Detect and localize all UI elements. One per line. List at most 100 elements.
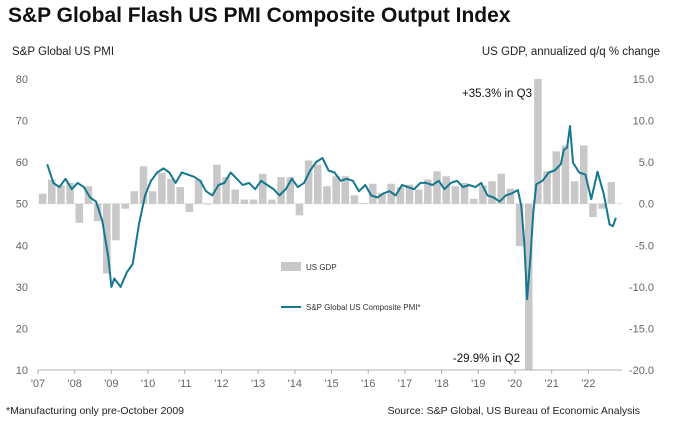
gdp-bar bbox=[93, 203, 102, 222]
right-axis-caption: US GDP, annualized q/q % change bbox=[481, 46, 660, 58]
gdp-bar bbox=[231, 189, 239, 204]
gdp-bar bbox=[341, 176, 350, 204]
left-axis-caption: S&P Global US PMI bbox=[12, 46, 115, 58]
right-tick-label: 15.0 bbox=[633, 74, 654, 86]
gdp-bar bbox=[47, 179, 56, 204]
gdp-bar bbox=[258, 173, 267, 204]
legend: US GDP S&P Global US Composite PMI* bbox=[281, 262, 421, 312]
footnote: *Manufacturing only pre-October 2009 bbox=[6, 405, 185, 417]
gdp-bar bbox=[497, 173, 505, 204]
x-tick-label: '10 bbox=[141, 378, 155, 390]
right-tick-label: 5.0 bbox=[639, 157, 654, 169]
left-tick-label: 70 bbox=[16, 116, 28, 128]
gdp-bar bbox=[304, 160, 313, 204]
x-tick-label: '13 bbox=[251, 378, 265, 390]
x-tick-label: '15 bbox=[324, 378, 338, 390]
gdp-bar bbox=[249, 199, 258, 204]
gdp-bar bbox=[148, 191, 157, 204]
gdp-bar bbox=[469, 198, 478, 204]
gdp-bar bbox=[167, 178, 175, 204]
gdp-bar bbox=[424, 179, 432, 204]
gdp-bar bbox=[286, 177, 295, 204]
gdp-bar bbox=[534, 79, 542, 204]
axis-layer: 10 20 30 40 50 60 70 80 -20.0 -15.0 -10.0 -5.0 0.0 5.… bbox=[16, 74, 654, 390]
gdp-bar bbox=[240, 199, 249, 204]
x-tick-label: '21 bbox=[545, 378, 559, 390]
gdp-bar bbox=[66, 182, 74, 204]
gdp-bar bbox=[378, 192, 386, 204]
gdp-bar bbox=[323, 186, 331, 204]
gdp-bar bbox=[405, 184, 414, 204]
gdp-bar bbox=[295, 203, 304, 216]
gdp-bar bbox=[158, 172, 166, 204]
gdp-bar bbox=[38, 193, 47, 204]
gdp-bar bbox=[607, 182, 616, 204]
gdp-bar bbox=[369, 183, 377, 204]
x-tick-label: '11 bbox=[178, 378, 192, 390]
right-tick-label: -5.0 bbox=[635, 240, 654, 252]
gdp-bar bbox=[543, 171, 551, 204]
x-tick-label: '18 bbox=[434, 378, 448, 390]
gdp-bar bbox=[194, 179, 203, 204]
x-tick-label: '09 bbox=[104, 378, 118, 390]
x-tick-label: '19 bbox=[471, 378, 485, 390]
x-tick-label: '17 bbox=[398, 378, 412, 390]
gdp-bar bbox=[598, 203, 606, 209]
annotation-q3: +35.3% in Q3 bbox=[462, 88, 532, 100]
gdp-bar bbox=[460, 182, 469, 204]
annotation-q2: -29.9% in Q2 bbox=[453, 353, 520, 365]
gdp-bar bbox=[314, 164, 322, 204]
gdp-bar bbox=[359, 202, 368, 204]
gdp-bar bbox=[488, 181, 496, 204]
gdp-bar bbox=[103, 203, 111, 274]
chart-title: S&P Global Flash US PMI Composite Output… bbox=[8, 4, 511, 27]
gdp-bar bbox=[396, 187, 405, 204]
legend-pmi-label: S&P Global US Composite PMI* bbox=[306, 303, 421, 312]
left-tick-label: 80 bbox=[16, 74, 28, 86]
gdp-bars bbox=[38, 79, 616, 370]
gdp-bar bbox=[451, 186, 460, 204]
x-tick-label: '16 bbox=[361, 378, 375, 390]
gdp-bar bbox=[589, 203, 597, 218]
left-tick-label: 40 bbox=[16, 240, 28, 252]
gdp-bar bbox=[479, 185, 487, 204]
left-tick-label: 60 bbox=[16, 157, 28, 169]
x-tick-label: '14 bbox=[288, 378, 302, 390]
source-note: Source: S&P Global, US Bureau of Economi… bbox=[387, 405, 640, 417]
gdp-bar bbox=[552, 151, 561, 204]
pmi-line bbox=[46, 125, 617, 301]
right-tick-label: -20.0 bbox=[629, 365, 654, 377]
gdp-bar bbox=[203, 203, 212, 205]
gdp-bar bbox=[506, 188, 515, 204]
left-tick-label: 30 bbox=[16, 282, 28, 294]
left-tick-label: 20 bbox=[16, 323, 28, 335]
x-tick-label: '08 bbox=[68, 378, 82, 390]
gdp-bar bbox=[176, 187, 184, 204]
annotations: +35.3% in Q3 -29.9% in Q2 bbox=[453, 88, 532, 365]
gdp-bar bbox=[222, 177, 230, 204]
gdp-bar bbox=[185, 203, 194, 213]
gdp-bar bbox=[561, 145, 570, 204]
x-tick-label: '12 bbox=[214, 378, 228, 390]
gdp-bar bbox=[515, 203, 524, 247]
right-tick-label: 0.0 bbox=[639, 199, 654, 211]
gdp-bar bbox=[57, 185, 65, 204]
right-tick-label: 10.0 bbox=[633, 116, 654, 128]
x-tick-label: '07 bbox=[31, 378, 45, 390]
pmi-line-layer bbox=[46, 125, 617, 301]
gdp-bar bbox=[268, 199, 276, 204]
x-tick-label: '22 bbox=[581, 378, 595, 390]
gdp-bar bbox=[112, 203, 120, 241]
left-tick-label: 50 bbox=[16, 199, 28, 211]
legend-gdp-label: US GDP bbox=[306, 263, 337, 272]
gdp-bar bbox=[130, 191, 139, 204]
gdp-bar bbox=[75, 203, 84, 223]
right-tick-label: -10.0 bbox=[629, 282, 654, 294]
right-tick-label: -15.0 bbox=[629, 323, 654, 335]
gdp-bar bbox=[277, 177, 285, 204]
legend-gdp-swatch bbox=[281, 262, 301, 271]
gdp-bar bbox=[414, 189, 423, 204]
gdp-bar bbox=[332, 176, 340, 204]
